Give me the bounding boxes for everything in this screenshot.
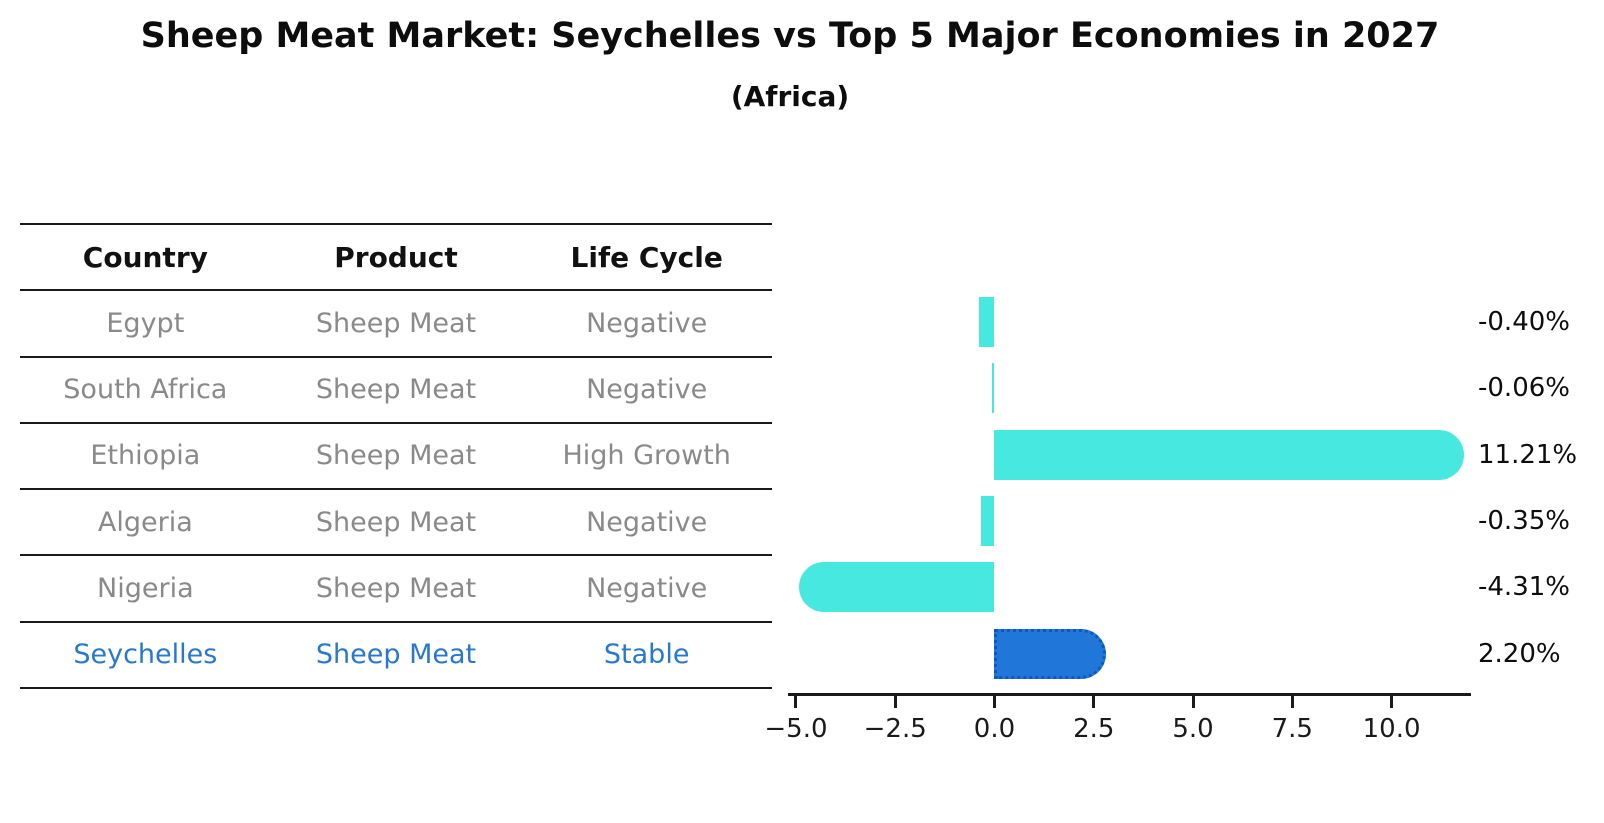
x-axis-tick	[794, 696, 798, 708]
cell-lifecycle: Stable	[603, 639, 690, 671]
chart-title: Sheep Meat Market: Seychelles vs Top 5 M…	[140, 16, 1440, 56]
bar-chart-plot-area: −5.0 −2.5 0.0 2.5 5.0 7.5 10.0	[764, 282, 1471, 744]
cell-country: Algeria	[97, 506, 193, 538]
bar-south-africa	[992, 363, 995, 414]
value-label: -0.35%	[1478, 505, 1570, 536]
bar-seychelles	[994, 628, 1106, 679]
value-label: 2.20%	[1478, 638, 1561, 669]
x-axis-tick	[1390, 696, 1394, 708]
x-axis-tick-label: 5.0	[1172, 714, 1214, 744]
cell-lifecycle: Negative	[586, 572, 708, 604]
x-axis-tick	[992, 696, 996, 708]
x-axis-tick	[1290, 696, 1294, 708]
cell-lifecycle: Negative	[586, 506, 708, 538]
value-label: -0.06%	[1478, 373, 1570, 404]
cell-product: Sheep Meat	[315, 440, 477, 472]
column-header-country: Country	[82, 240, 208, 274]
x-axis-tick	[893, 696, 897, 708]
table-row: Ethiopia Sheep Meat High Growth	[20, 421, 772, 488]
bar-ethiopia	[994, 429, 1464, 480]
table-row: Algeria Sheep Meat Negative	[20, 488, 772, 554]
table-row: Nigeria Sheep Meat Negative	[20, 554, 772, 620]
cell-product: Sheep Meat	[315, 307, 477, 339]
x-axis-tick-label: −5.0	[764, 714, 828, 744]
chart-subtitle: (Africa)	[730, 80, 850, 113]
table-header-row: Country Product Life Cycle	[20, 223, 772, 289]
x-axis-tick-label: 10.0	[1362, 714, 1421, 744]
cell-country: Ethiopia	[90, 440, 201, 472]
cell-country: Seychelles	[73, 639, 218, 671]
cell-product: Sheep Meat	[315, 639, 477, 671]
value-label: -4.31%	[1478, 572, 1570, 603]
table-body: Egypt Sheep Meat Negative South Africa Sheep…	[20, 289, 772, 687]
bar-nigeria	[799, 562, 995, 613]
cell-lifecycle: Negative	[586, 307, 708, 339]
cell-lifecycle: Negative	[586, 374, 708, 406]
bar-egypt	[978, 297, 995, 347]
column-header-product: Product	[334, 240, 458, 274]
table-row: Egypt Sheep Meat Negative	[20, 289, 772, 355]
x-axis-tick-label: −2.5	[863, 714, 927, 744]
column-header-lifecycle: Life Cycle	[570, 240, 723, 274]
x-axis-tick-label: 0.0	[973, 714, 1016, 744]
value-label: -0.40%	[1478, 307, 1570, 337]
x-axis-tick-label: 7.5	[1271, 714, 1313, 744]
x-axis-tick-label: 2.5	[1073, 714, 1115, 744]
x-axis-tick	[1191, 696, 1195, 708]
cell-country: Egypt	[106, 307, 185, 339]
bar-algeria	[980, 495, 995, 546]
cell-country: Nigeria	[97, 572, 194, 604]
cell-country: South Africa	[63, 374, 228, 406]
cell-product: Sheep Meat	[315, 506, 477, 538]
comparison-table: Country Product Life Cycle Egypt Sheep Me…	[20, 223, 772, 689]
x-axis-tick	[1092, 696, 1096, 708]
cell-lifecycle: High Growth	[562, 440, 731, 472]
cell-product: Sheep Meat	[315, 374, 477, 406]
table-row: Seychelles Sheep Meat Stable	[20, 620, 772, 687]
cell-product: Sheep Meat	[315, 572, 477, 604]
value-label: 11.21%	[1478, 439, 1578, 470]
table-row: South Africa Sheep Meat Negative	[20, 355, 772, 422]
